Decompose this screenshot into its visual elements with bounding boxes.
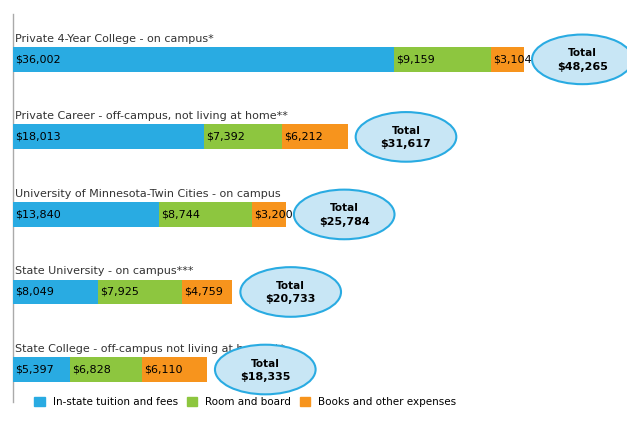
Bar <box>491 47 524 72</box>
Text: Private 4-Year College - on campus*: Private 4-Year College - on campus* <box>15 34 214 44</box>
Ellipse shape <box>241 267 341 317</box>
Text: $7,925: $7,925 <box>100 287 139 297</box>
Text: State College - off-campus not living at home***: State College - off-campus not living at… <box>15 344 285 354</box>
Text: $36,002: $36,002 <box>15 54 61 65</box>
Text: $25,784: $25,784 <box>319 217 369 227</box>
Legend: In-state tuition and fees, Room and board, Books and other expenses: In-state tuition and fees, Room and boar… <box>30 392 461 411</box>
Text: State University - on campus***: State University - on campus*** <box>15 267 193 276</box>
Bar <box>98 280 182 304</box>
Text: $4,759: $4,759 <box>184 287 223 297</box>
Bar <box>13 202 159 227</box>
Bar <box>282 125 348 149</box>
Text: $20,733: $20,733 <box>266 294 316 305</box>
Bar <box>13 357 70 382</box>
Text: $9,159: $9,159 <box>396 54 435 65</box>
Text: $5,397: $5,397 <box>15 365 54 375</box>
Bar <box>252 202 286 227</box>
Text: $6,828: $6,828 <box>72 365 111 375</box>
Text: Total: Total <box>330 203 358 214</box>
Bar <box>204 125 282 149</box>
Ellipse shape <box>215 345 316 394</box>
Text: $13,840: $13,840 <box>15 209 61 220</box>
Ellipse shape <box>356 112 456 162</box>
Text: Total: Total <box>392 126 420 136</box>
Text: $7,392: $7,392 <box>205 132 244 142</box>
Bar <box>13 47 394 72</box>
Bar <box>182 280 232 304</box>
Text: Private Career - off-campus, not living at home**: Private Career - off-campus, not living … <box>15 112 288 121</box>
Bar <box>70 357 142 382</box>
Bar <box>13 280 98 304</box>
Text: University of Minnesota-Twin Cities - on campus: University of Minnesota-Twin Cities - on… <box>15 189 280 199</box>
Text: Total: Total <box>276 281 305 291</box>
Bar <box>13 125 204 149</box>
Text: $18,013: $18,013 <box>15 132 61 142</box>
Bar <box>394 47 491 72</box>
Text: $48,265: $48,265 <box>557 62 608 72</box>
Text: $18,335: $18,335 <box>240 372 291 382</box>
Text: $8,049: $8,049 <box>15 287 54 297</box>
Bar <box>159 202 252 227</box>
Text: $6,110: $6,110 <box>145 365 183 375</box>
Text: Total: Total <box>568 48 596 58</box>
Text: Total: Total <box>251 358 280 369</box>
Ellipse shape <box>532 34 633 84</box>
Bar <box>142 357 207 382</box>
Text: $6,212: $6,212 <box>284 132 323 142</box>
Text: $31,617: $31,617 <box>381 139 431 149</box>
Text: $8,744: $8,744 <box>161 209 200 220</box>
Ellipse shape <box>294 190 394 239</box>
Text: $3,104: $3,104 <box>493 54 532 65</box>
Text: $3,200: $3,200 <box>254 209 292 220</box>
